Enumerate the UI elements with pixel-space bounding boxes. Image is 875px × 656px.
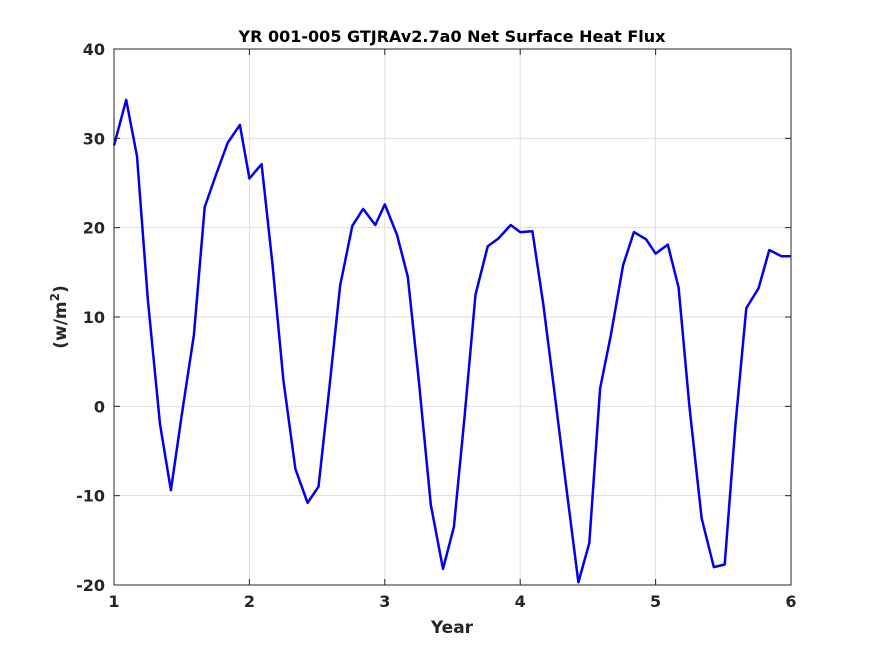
x-axis-title: Year (430, 618, 474, 638)
y-axis-title-main: (w/m (51, 301, 71, 348)
y-axis-title-superscript: 2 (48, 293, 62, 301)
y-tick-label: 0 (94, 397, 105, 416)
y-tick-label: -20 (76, 576, 105, 595)
y-tick-label: -10 (76, 487, 105, 506)
y-tick-label: 40 (83, 40, 105, 59)
y-tick-label: 10 (83, 308, 105, 327)
series-line-group (112, 98, 791, 584)
y-axis-title: (w/m2) (48, 285, 71, 349)
chart-title: YR 001-005 GTJRAv2.7a0 Net Surface Heat … (238, 27, 667, 46)
x-tick-label: 2 (244, 592, 255, 611)
x-tick-label: 3 (379, 592, 390, 611)
tick-labels: 1 2 3 4 5 6 -20 -10 0 10 20 30 40 (76, 40, 796, 611)
y-tick-label: 30 (83, 129, 105, 148)
series-line-1 (112, 98, 791, 584)
grid (113, 48, 792, 586)
axes (113, 48, 792, 586)
y-axis-title-close: ) (51, 285, 71, 293)
y-tick-label: 20 (83, 219, 105, 238)
x-tick-label: 6 (785, 592, 796, 611)
x-tick-label: 1 (108, 592, 119, 611)
x-tick-label: 5 (650, 592, 661, 611)
x-tick-label: 4 (515, 592, 526, 611)
